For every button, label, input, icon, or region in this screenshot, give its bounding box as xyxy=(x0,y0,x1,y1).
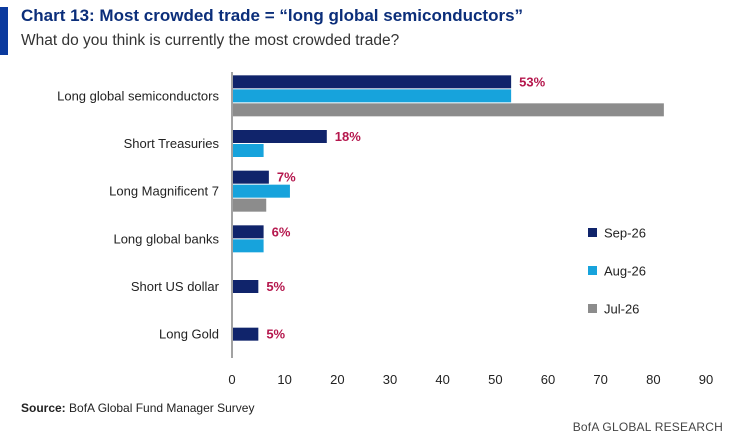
data-label: 7% xyxy=(277,170,296,185)
bar-sep-26 xyxy=(233,170,269,184)
category-label: Long Magnificent 7 xyxy=(109,184,219,199)
bar-aug-26 xyxy=(233,89,512,103)
x-tick-label: 10 xyxy=(277,372,291,387)
x-tick-label: 30 xyxy=(383,372,397,387)
x-axis-ticks: 0 10 20 30 40 50 60 70 80 90 xyxy=(228,372,713,387)
x-tick-label: 40 xyxy=(435,372,449,387)
x-tick-label: 50 xyxy=(488,372,502,387)
bar-jul-26 xyxy=(233,198,267,212)
bar-sep-26 xyxy=(233,225,264,239)
legend-swatch-sep-26 xyxy=(588,228,597,237)
bar-sep-26 xyxy=(233,280,259,293)
legend: Sep-26 Aug-26 Jul-26 xyxy=(588,226,646,317)
x-tick-label: 0 xyxy=(228,372,235,387)
legend-label: Jul-26 xyxy=(604,302,639,317)
legend-label: Aug-26 xyxy=(604,264,646,279)
chart-subtitle: What do you think is currently the most … xyxy=(21,32,400,49)
source-label: Source: xyxy=(21,401,66,415)
data-label: 18% xyxy=(335,129,361,144)
legend-label: Sep-26 xyxy=(604,226,646,241)
chart-title: Chart 13: Most crowded trade = “long glo… xyxy=(21,6,524,25)
bar-aug-26 xyxy=(233,144,264,157)
data-labels: 53% 18% 7% 6% 5% 5% xyxy=(266,74,545,341)
category-label: Long global banks xyxy=(113,231,219,246)
bar-sep-26 xyxy=(233,75,512,89)
bar-sep-26 xyxy=(233,130,327,143)
source-note: Source: BofA Global Fund Manager Survey xyxy=(21,401,254,415)
data-label: 5% xyxy=(266,327,285,342)
bar-aug-26 xyxy=(233,239,264,253)
x-tick-label: 60 xyxy=(541,372,555,387)
bar-sep-26 xyxy=(233,327,259,341)
bar-aug-26 xyxy=(233,184,290,198)
legend-swatch-aug-26 xyxy=(588,266,597,275)
category-label: Short Treasuries xyxy=(124,136,220,151)
brand-footer: BofA GLOBAL RESEARCH xyxy=(572,420,723,434)
x-tick-label: 70 xyxy=(593,372,607,387)
bar-jul-26 xyxy=(233,103,664,117)
x-tick-label: 90 xyxy=(699,372,713,387)
data-label: 53% xyxy=(519,74,545,89)
source-text: BofA Global Fund Manager Survey xyxy=(65,401,255,415)
data-label: 6% xyxy=(272,224,291,239)
category-label: Long global semiconductors xyxy=(57,88,219,103)
x-tick-label: 80 xyxy=(646,372,660,387)
category-label: Short US dollar xyxy=(131,279,220,294)
category-labels: Long global semiconductors Short Treasuri… xyxy=(57,88,220,341)
title-accent-bar xyxy=(0,7,8,55)
bars xyxy=(233,75,664,341)
legend-swatch-jul-26 xyxy=(588,304,597,313)
data-label: 5% xyxy=(266,279,285,294)
x-tick-label: 20 xyxy=(330,372,344,387)
category-label: Long Gold xyxy=(159,327,219,342)
